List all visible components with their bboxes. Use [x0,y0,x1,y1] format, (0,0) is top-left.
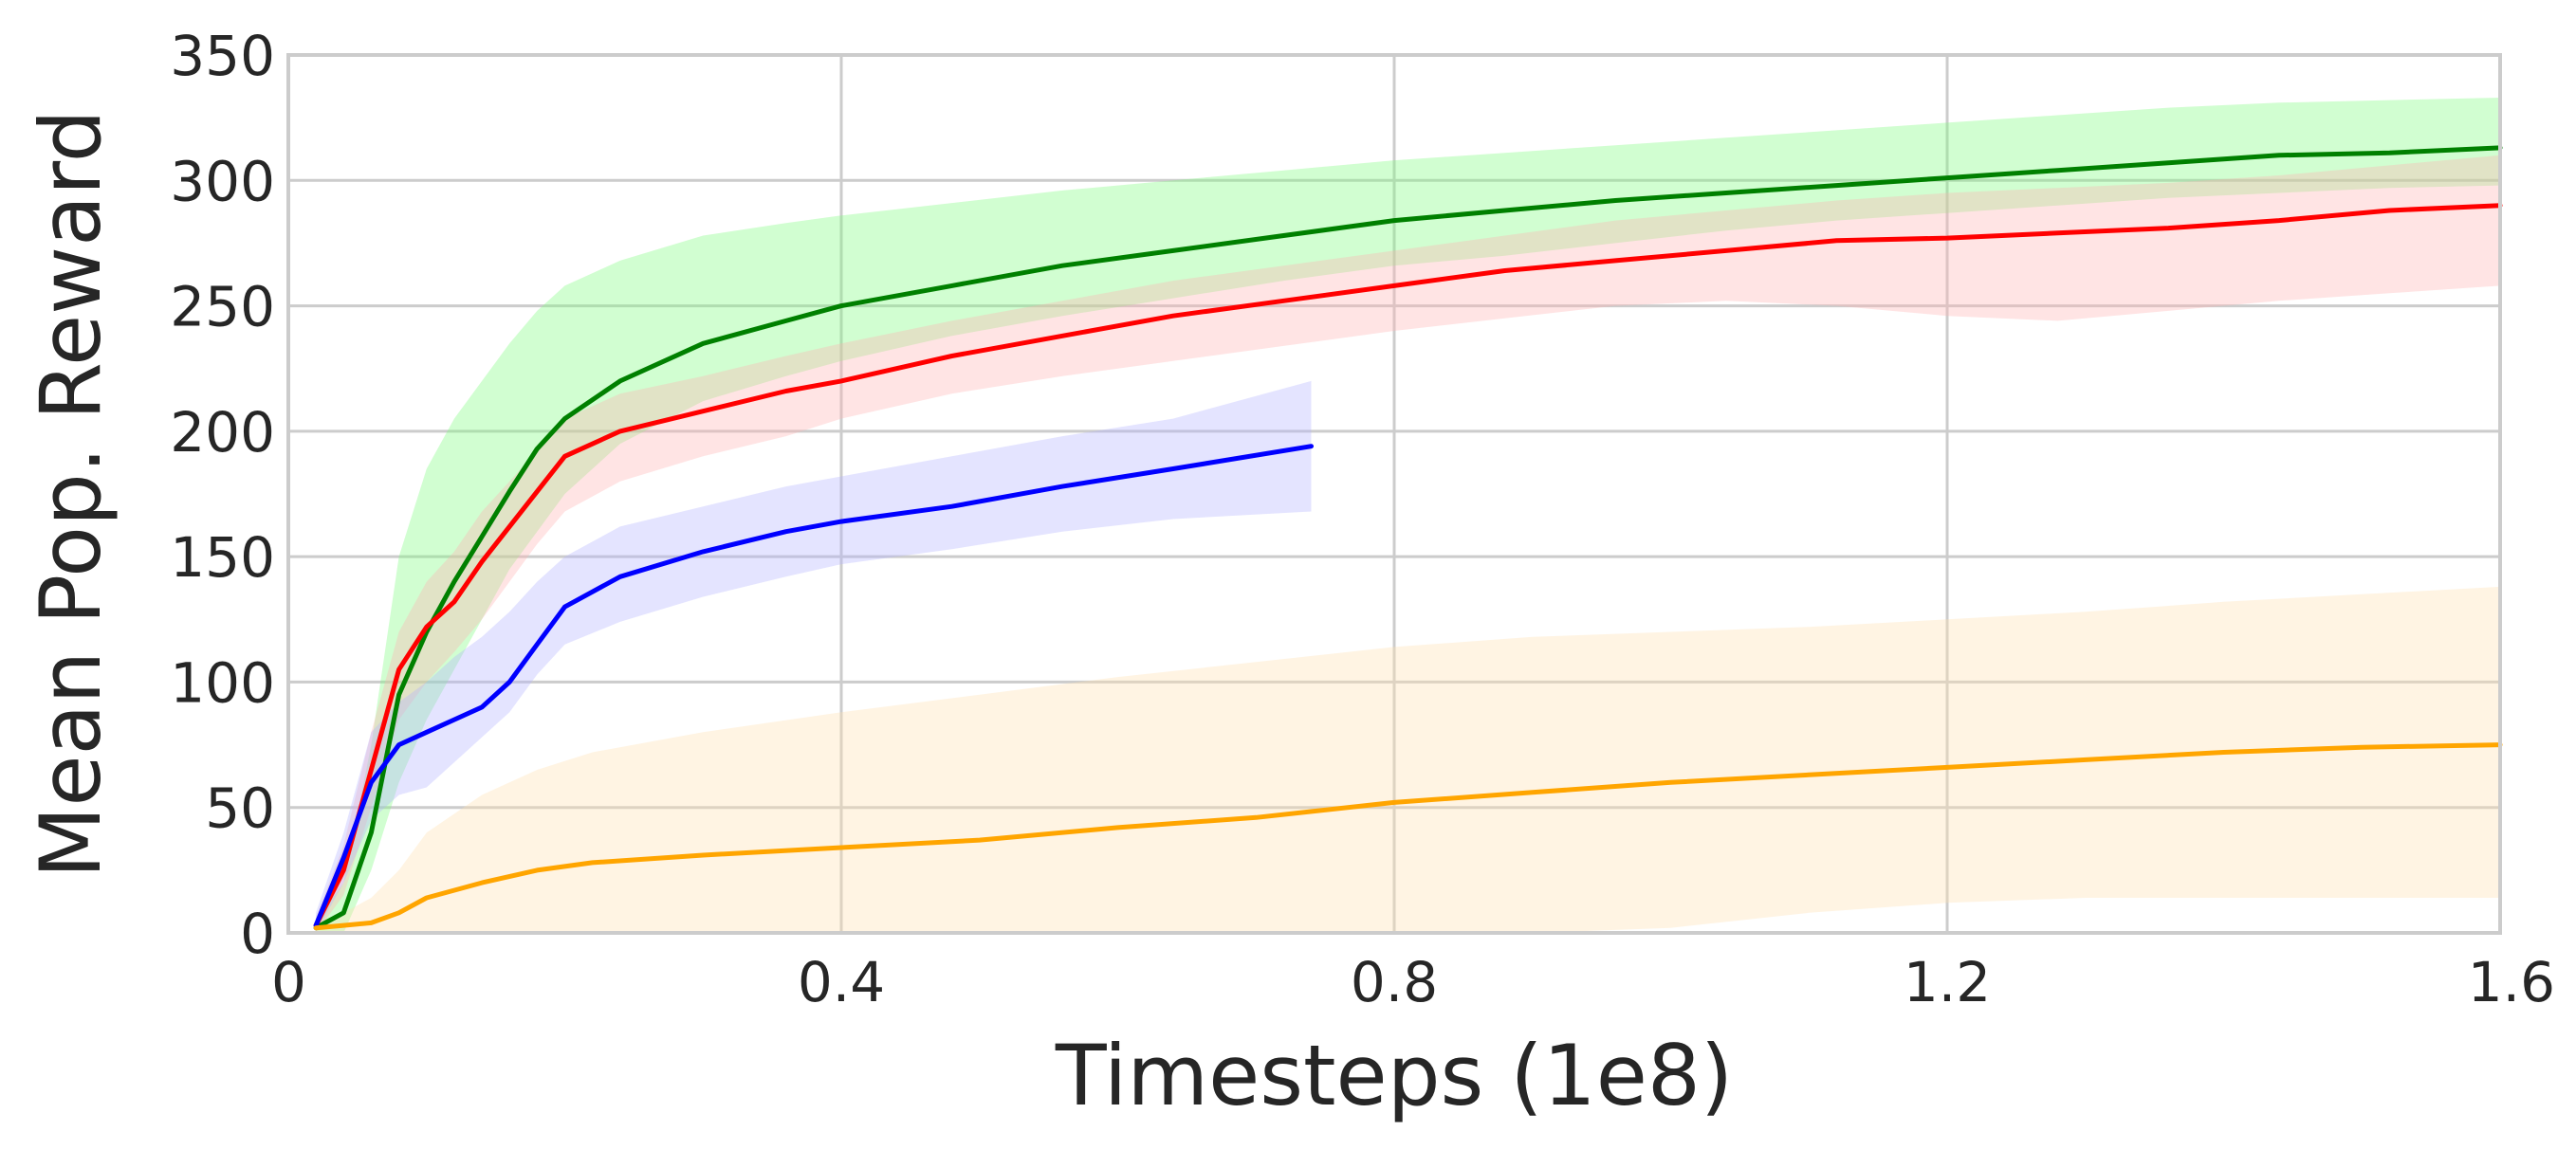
series-2-band [316,380,1312,933]
x-tick-label-0: 0 [271,950,306,1014]
x-axis-title: Timesteps (1e8) [1055,1027,1733,1124]
y-tick-label-3: 150 [170,525,275,590]
y-tick-label-6: 300 [170,149,275,213]
y-tick-label-1: 50 [205,776,275,841]
x-tick-label-1: 0.4 [798,950,885,1014]
x-axis-ticks: 0 0.4 0.8 1.2 1.6 [271,950,2555,1014]
grid-lines [286,53,2502,935]
series-0-line [313,145,2503,931]
series-lines [313,145,2503,931]
y-tick-label-4: 200 [170,400,275,465]
series-0-band [316,98,2500,933]
x-tick-label-3: 1.2 [1904,950,1991,1014]
series-2-line [313,444,1314,928]
series-3-line [313,742,2503,931]
series-1-band [316,155,2500,934]
y-axis-title: Mean Pop. Reward [22,109,120,878]
x-tick-label-2: 0.8 [1351,950,1438,1014]
y-axis-ticks: 0 50 100 150 200 250 300 350 [170,24,275,966]
y-tick-label-0: 0 [240,902,275,966]
plot-frame [286,53,2502,935]
y-tick-label-2: 100 [170,650,275,715]
y-tick-label-5: 250 [170,275,275,339]
x-tick-label-4: 1.6 [2468,950,2555,1014]
y-tick-label-7: 350 [170,24,275,88]
series-1-line [313,203,2503,928]
